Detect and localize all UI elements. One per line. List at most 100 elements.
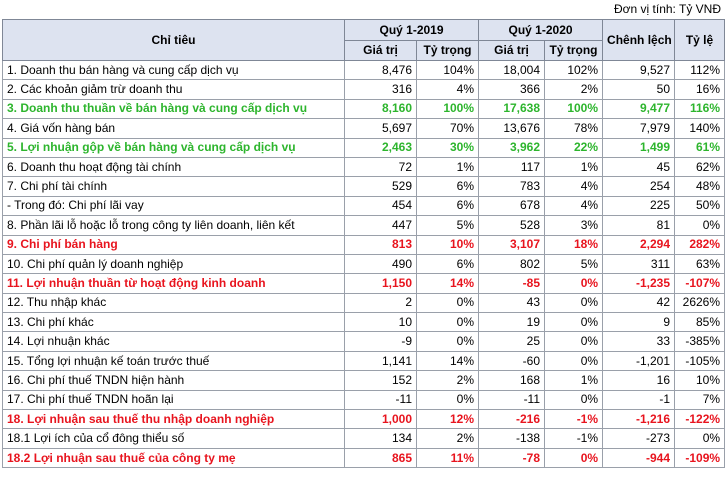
difference-cell: -944	[602, 447, 676, 469]
weight-2019: 12%	[415, 409, 480, 430]
ratio-cell: 282%	[674, 234, 726, 255]
difference-cell: 1,499	[602, 137, 676, 158]
ratio-cell: 7%	[674, 389, 726, 411]
value-2020: 19	[478, 312, 546, 333]
row-label: 14. Lợi nhuận khác	[2, 331, 345, 352]
ratio-cell: -109%	[674, 447, 726, 469]
difference-cell: 16	[602, 370, 676, 391]
value-2019: 1,000	[344, 409, 417, 430]
value-2020: 783	[478, 176, 546, 197]
weight-2020: 5%	[544, 253, 604, 275]
weight-2019: 104%	[415, 59, 480, 81]
difference-cell: 42	[602, 292, 676, 314]
difference-cell: -1,216	[602, 409, 676, 430]
difference-cell: 9,477	[602, 98, 676, 120]
value-2020: -138	[478, 428, 546, 449]
weight-2020: 0%	[544, 292, 604, 314]
ratio-cell: 85%	[674, 312, 726, 333]
table-row: 11. Lợi nhuận thuần từ hoạt động kinh do…	[2, 273, 726, 294]
difference-cell: 2,294	[602, 234, 676, 255]
value-2019: 529	[344, 176, 417, 197]
weight-2020: 22%	[544, 137, 604, 158]
value-2019: 10	[344, 312, 417, 333]
weight-2020: -1%	[544, 428, 604, 449]
table-row: 18.1 Lợi ích của cổ đông thiểu số 134 2% -1…	[2, 428, 726, 449]
row-label: 2. Các khoản giảm trừ doanh thu	[2, 79, 345, 100]
difference-cell: 254	[602, 176, 676, 197]
value-2019: 1,150	[344, 273, 417, 294]
value-2020: 802	[478, 253, 546, 275]
row-label: 4. Giá vốn hàng bán	[2, 118, 345, 139]
income-statement-table: Chỉ tiêu Quý 1-2019 Quý 1-2020 Chênh lệc…	[2, 19, 726, 469]
weight-2020: 1%	[544, 156, 604, 178]
row-label: 1. Doanh thu bán hàng và cung cấp dịch v…	[2, 59, 345, 81]
value-2020: -11	[478, 389, 546, 411]
weight-2020: 1%	[544, 370, 604, 391]
weight-2019: 2%	[415, 370, 480, 391]
ratio-cell: 61%	[674, 137, 726, 158]
row-label: 9. Chi phí bán hàng	[2, 234, 345, 255]
ratio-cell: -107%	[674, 273, 726, 294]
header-ratio: Tỷ lệ	[674, 19, 726, 61]
value-2019: 865	[344, 447, 417, 469]
value-2020: 117	[478, 156, 546, 178]
weight-2019: 4%	[415, 79, 480, 100]
table-row: 7. Chi phí tài chính 529 6% 783 4% 254 48%	[2, 176, 726, 197]
difference-cell: 50	[602, 79, 676, 100]
value-2020: 3,107	[478, 234, 546, 255]
weight-2019: 0%	[415, 292, 480, 314]
ratio-cell: 116%	[674, 98, 726, 120]
ratio-cell: 63%	[674, 253, 726, 275]
value-2019: 8,476	[344, 59, 417, 81]
value-2019: 454	[344, 195, 417, 217]
difference-cell: -1,201	[602, 350, 676, 372]
weight-2019: 5%	[415, 215, 480, 236]
weight-2019: 0%	[415, 389, 480, 411]
value-2019: 447	[344, 215, 417, 236]
weight-2020: 102%	[544, 59, 604, 81]
difference-cell: 7,979	[602, 118, 676, 139]
ratio-cell: 0%	[674, 215, 726, 236]
value-2020: 678	[478, 195, 546, 217]
weight-2020: 0%	[544, 350, 604, 372]
value-2019: 134	[344, 428, 417, 449]
row-label: 18.1 Lợi ích của cổ đông thiểu số	[2, 428, 345, 449]
table-row: 10. Chi phí quản lý doanh nghiệp 490 6% 802…	[2, 253, 726, 275]
table-row: 14. Lợi nhuận khác -9 0% 25 0% 33 -385%	[2, 331, 726, 352]
row-label: 11. Lợi nhuận thuần từ hoạt động kinh do…	[2, 273, 345, 294]
weight-2020: 100%	[544, 98, 604, 120]
weight-2019: 10%	[415, 234, 480, 255]
header-period-2019: Quý 1-2019	[343, 19, 480, 41]
difference-cell: -1,235	[602, 273, 676, 294]
difference-cell: 33	[602, 331, 676, 352]
weight-2019: 100%	[415, 98, 480, 120]
header-period-2020: Quý 1-2020	[478, 19, 604, 41]
ratio-cell: 50%	[674, 195, 726, 217]
row-label: 5. Lợi nhuận gộp về bán hàng và cung cấp…	[2, 137, 345, 158]
table-row: 18.2 Lợi nhuận sau thuế của công ty mẹ 86…	[2, 447, 726, 469]
table-row: 12. Thu nhập khác 2 0% 43 0% 42 2626%	[2, 292, 726, 314]
row-label: 15. Tổng lợi nhuận kế toán trước thuế	[2, 350, 345, 372]
table-row: 3. Doanh thu thuần về bán hàng và cung c…	[2, 98, 726, 120]
weight-2020: 0%	[544, 312, 604, 333]
difference-cell: 45	[602, 156, 676, 178]
value-2020: 3,962	[478, 137, 546, 158]
value-2020: 168	[478, 370, 546, 391]
value-2019: 1,141	[344, 350, 417, 372]
row-label: 13. Chi phí khác	[2, 312, 345, 333]
header-indicator: Chỉ tiêu	[2, 19, 345, 61]
header-weight-2019: Tỷ trọng	[415, 40, 480, 61]
ratio-cell: -385%	[674, 331, 726, 352]
value-2020: 17,638	[478, 98, 546, 120]
ratio-cell: -122%	[674, 409, 726, 430]
value-2019: 316	[344, 79, 417, 100]
weight-2019: 70%	[415, 118, 480, 139]
unit-note: Đơn vị tính: Tỷ VNĐ	[613, 2, 721, 16]
value-2019: 2,463	[344, 137, 417, 158]
header-difference: Chênh lệch	[602, 19, 676, 61]
ratio-cell: 2626%	[674, 292, 726, 314]
value-2019: -9	[344, 331, 417, 352]
difference-cell: -273	[602, 428, 676, 449]
difference-cell: 311	[602, 253, 676, 275]
ratio-cell: 10%	[674, 370, 726, 391]
